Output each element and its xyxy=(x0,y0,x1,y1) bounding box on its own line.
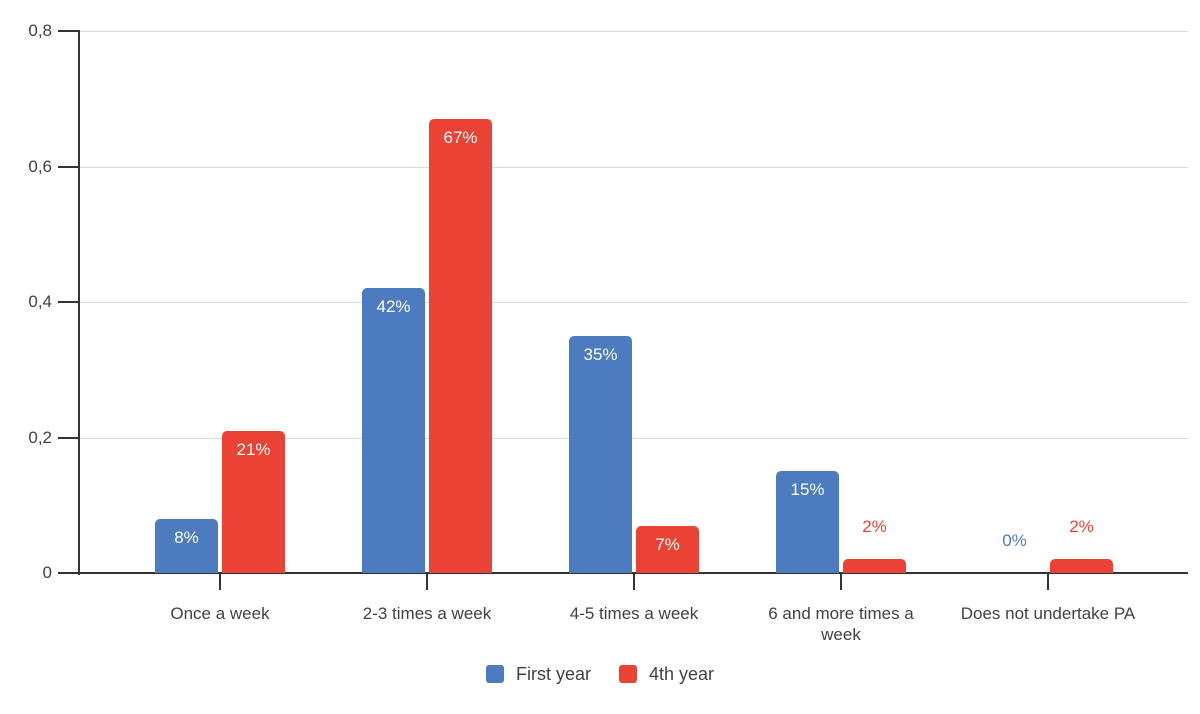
x-axis-line xyxy=(78,572,1188,574)
x-axis-tick xyxy=(426,574,428,590)
bar-value-label: 21% xyxy=(236,440,271,459)
category-label: 2-3 times a week xyxy=(362,604,492,623)
y-tick-label: 0,4 xyxy=(28,292,52,311)
bar-value-label: 7% xyxy=(655,535,680,554)
bar-value-label: 2% xyxy=(1069,517,1094,536)
bar xyxy=(155,519,218,573)
y-axis-line xyxy=(78,31,80,575)
bar xyxy=(636,526,699,573)
bar xyxy=(1050,559,1113,573)
y-axis-tick xyxy=(58,437,80,439)
category-label: 4-5 times a week xyxy=(569,604,699,623)
y-tick-label: 0,2 xyxy=(28,428,52,447)
bar-value-label: 15% xyxy=(790,480,825,499)
category-label: 6 and more times a week xyxy=(768,604,914,644)
x-axis-tick xyxy=(840,574,842,590)
category-label: Once a week xyxy=(170,604,270,623)
x-axis-tick xyxy=(1047,574,1049,590)
bar xyxy=(843,559,906,573)
bar-value-label: 42% xyxy=(376,297,411,316)
legend-label-first-year: First year xyxy=(515,664,591,684)
legend-swatch-4th-year xyxy=(618,665,637,683)
legend-label-4th-year: 4th year xyxy=(648,664,715,684)
legend-swatch-first-year xyxy=(485,665,504,683)
bar-value-label: 0% xyxy=(1002,531,1027,550)
gridline xyxy=(79,438,1188,439)
gridline xyxy=(79,302,1188,303)
x-axis-tick xyxy=(219,574,221,590)
y-tick-label: 0 xyxy=(42,563,52,582)
bar xyxy=(569,336,632,573)
bar-value-label: 2% xyxy=(862,517,887,536)
gridline xyxy=(79,167,1188,168)
bar-value-label: 35% xyxy=(583,345,618,364)
category-label: Does not undertake PA xyxy=(960,604,1136,623)
y-axis-tick xyxy=(58,301,80,303)
y-tick-label: 0,8 xyxy=(28,21,52,40)
legend-item-4th-year: 4th year xyxy=(618,663,715,685)
bar xyxy=(429,119,492,573)
bar-value-label: 8% xyxy=(174,528,199,547)
y-tick-label: 0,6 xyxy=(28,157,52,176)
x-axis-tick xyxy=(633,574,635,590)
y-axis-tick xyxy=(58,572,80,574)
y-axis-tick xyxy=(58,30,80,32)
y-axis-tick xyxy=(58,166,80,168)
bar xyxy=(222,431,285,573)
bar xyxy=(776,471,839,573)
legend: First year 4th year xyxy=(0,663,1200,685)
bar-value-label: 67% xyxy=(443,128,478,147)
bar xyxy=(362,288,425,573)
gridline xyxy=(79,31,1188,32)
legend-item-first-year: First year xyxy=(485,663,591,685)
